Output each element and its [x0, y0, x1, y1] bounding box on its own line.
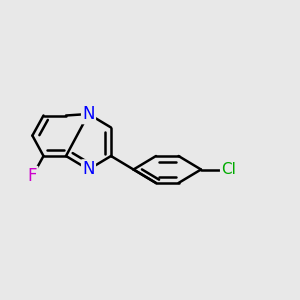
Text: Cl: Cl — [221, 162, 236, 177]
Text: N: N — [82, 105, 95, 123]
Text: F: F — [28, 167, 37, 185]
Text: N: N — [82, 160, 95, 178]
